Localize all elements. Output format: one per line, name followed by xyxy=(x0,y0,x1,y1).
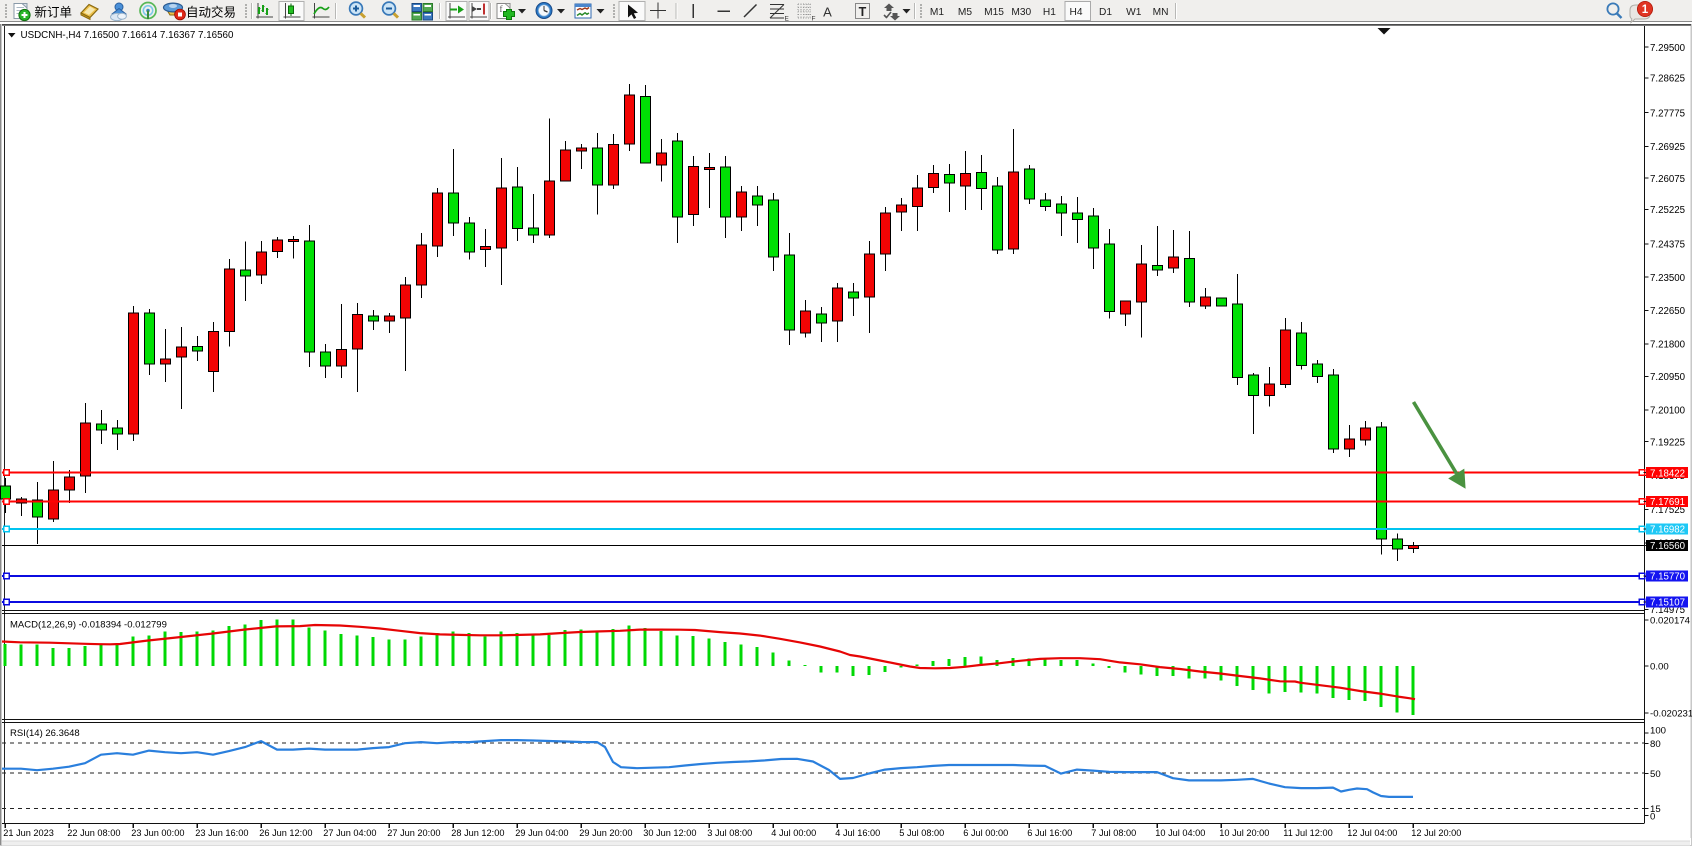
svg-text:7.25225: 7.25225 xyxy=(1650,205,1685,216)
svg-text:7.20950: 7.20950 xyxy=(1650,372,1686,383)
svg-text:USDCNH-,H4 7.16500 7.16614 7.: USDCNH-,H4 7.16500 7.16614 7.16367 7.165… xyxy=(21,30,235,41)
svg-text:26 Jun 12:00: 26 Jun 12:00 xyxy=(259,828,312,838)
svg-text:7.27775: 7.27775 xyxy=(1650,108,1685,119)
svg-text:M30: M30 xyxy=(1011,7,1031,18)
svg-text:7.14975: 7.14975 xyxy=(1650,605,1685,616)
svg-text:7.22650: 7.22650 xyxy=(1650,306,1686,317)
svg-text:6 Jul 00:00: 6 Jul 00:00 xyxy=(963,828,1008,838)
svg-text:f: f xyxy=(500,4,503,14)
svg-text:E: E xyxy=(785,16,790,23)
svg-text:7.23500: 7.23500 xyxy=(1650,273,1686,284)
svg-text:7.19225: 7.19225 xyxy=(1650,437,1685,448)
svg-text:7.29500: 7.29500 xyxy=(1650,43,1686,54)
svg-text:7 Jul 08:00: 7 Jul 08:00 xyxy=(1091,828,1136,838)
svg-text:7.17691: 7.17691 xyxy=(1650,497,1685,508)
svg-text:M15: M15 xyxy=(984,7,1004,18)
svg-text:30 Jun 12:00: 30 Jun 12:00 xyxy=(643,828,696,838)
svg-text:H1: H1 xyxy=(1043,7,1056,18)
svg-text:H4: H4 xyxy=(1069,7,1082,18)
svg-text:A: A xyxy=(823,5,832,20)
svg-text:7.20100: 7.20100 xyxy=(1650,406,1686,417)
svg-text:6 Jul 16:00: 6 Jul 16:00 xyxy=(1027,828,1072,838)
svg-text:29 Jun 20:00: 29 Jun 20:00 xyxy=(579,828,632,838)
svg-text:D1: D1 xyxy=(1099,7,1112,18)
svg-text:RSI(14) 26.3648: RSI(14) 26.3648 xyxy=(10,728,80,739)
svg-text:7.17525: 7.17525 xyxy=(1650,505,1685,516)
svg-text:12 Jul 04:00: 12 Jul 04:00 xyxy=(1347,828,1397,838)
svg-text:27 Jun 04:00: 27 Jun 04:00 xyxy=(323,828,376,838)
svg-text:F: F xyxy=(812,16,816,23)
svg-text:50: 50 xyxy=(1650,769,1661,780)
svg-text:5 Jul 08:00: 5 Jul 08:00 xyxy=(899,828,944,838)
svg-text:MACD(12,26,9) -0.018394 -0.012: MACD(12,26,9) -0.018394 -0.012799 xyxy=(10,620,167,631)
svg-text:M5: M5 xyxy=(958,7,972,18)
svg-text:22 Jun 08:00: 22 Jun 08:00 xyxy=(67,828,120,838)
svg-text:4 Jul 16:00: 4 Jul 16:00 xyxy=(835,828,880,838)
svg-text:1: 1 xyxy=(1642,4,1649,16)
svg-text:21 Jun 2023: 21 Jun 2023 xyxy=(3,828,54,838)
svg-text:28 Jun 12:00: 28 Jun 12:00 xyxy=(451,828,504,838)
svg-text:T: T xyxy=(859,5,867,19)
svg-text:7.18422: 7.18422 xyxy=(1650,468,1685,479)
svg-text:-0.020231: -0.020231 xyxy=(1650,709,1692,720)
svg-text:7.24375: 7.24375 xyxy=(1650,240,1685,251)
svg-text:MN: MN xyxy=(1153,7,1169,18)
svg-text:7.26925: 7.26925 xyxy=(1650,142,1685,153)
svg-text:23 Jun 16:00: 23 Jun 16:00 xyxy=(195,828,248,838)
svg-text:7.16982: 7.16982 xyxy=(1650,524,1685,535)
svg-text:100: 100 xyxy=(1650,725,1666,736)
svg-text:15: 15 xyxy=(1650,804,1661,815)
svg-text:10 Jul 20:00: 10 Jul 20:00 xyxy=(1219,828,1269,838)
svg-text:80: 80 xyxy=(1650,739,1661,750)
svg-text:11 Jul 12:00: 11 Jul 12:00 xyxy=(1283,828,1332,838)
svg-text:7.26075: 7.26075 xyxy=(1650,174,1685,185)
svg-text:7.15107: 7.15107 xyxy=(1650,597,1685,608)
svg-text:0: 0 xyxy=(1650,811,1655,822)
svg-text:7.16560: 7.16560 xyxy=(1650,541,1686,552)
svg-text:10 Jul 04:00: 10 Jul 04:00 xyxy=(1155,828,1205,838)
svg-text:29 Jun 04:00: 29 Jun 04:00 xyxy=(515,828,568,838)
svg-text:W1: W1 xyxy=(1126,7,1142,18)
svg-text:12 Jul 20:00: 12 Jul 20:00 xyxy=(1411,828,1461,838)
svg-text:27 Jun 20:00: 27 Jun 20:00 xyxy=(387,828,440,838)
svg-text:0.00: 0.00 xyxy=(1650,662,1669,673)
svg-text:4 Jul 00:00: 4 Jul 00:00 xyxy=(771,828,816,838)
svg-text:新订单: 新订单 xyxy=(35,5,73,20)
svg-text:3 Jul 08:00: 3 Jul 08:00 xyxy=(707,828,752,838)
svg-text:7.21800: 7.21800 xyxy=(1650,339,1686,350)
svg-text:23 Jun 00:00: 23 Jun 00:00 xyxy=(131,828,184,838)
svg-text:7.15770: 7.15770 xyxy=(1650,572,1686,583)
svg-text:M1: M1 xyxy=(930,7,944,18)
svg-text:自动交易: 自动交易 xyxy=(186,5,236,20)
svg-text:7.28625: 7.28625 xyxy=(1650,74,1685,85)
svg-text:0.020174: 0.020174 xyxy=(1650,616,1691,627)
